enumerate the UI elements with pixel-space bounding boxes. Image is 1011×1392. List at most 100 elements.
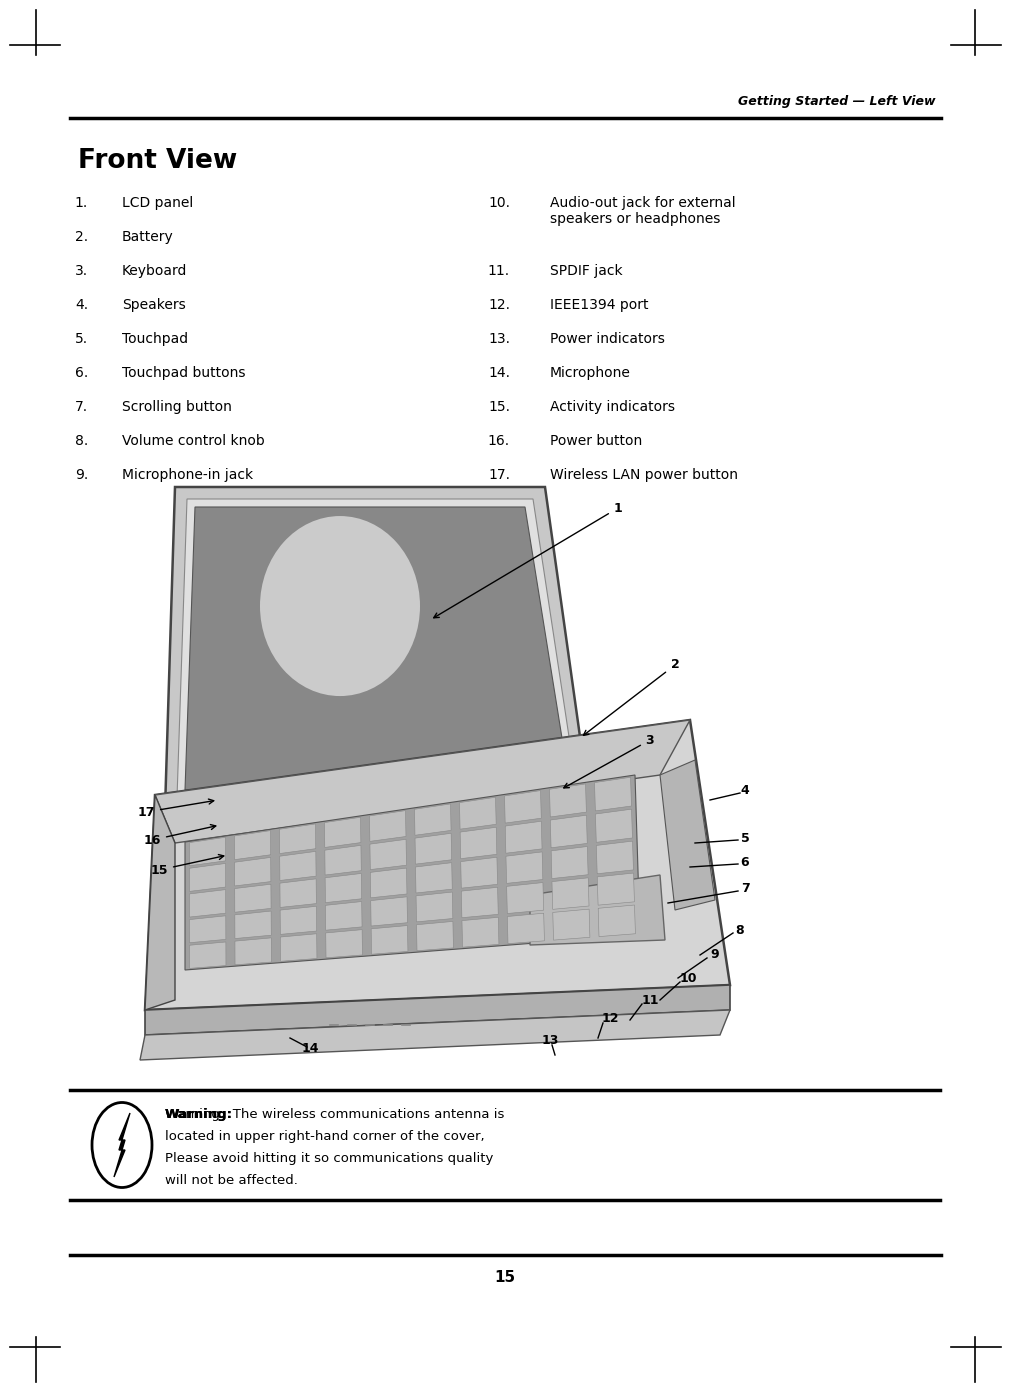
Polygon shape (550, 784, 586, 817)
Polygon shape (594, 777, 632, 812)
Polygon shape (660, 760, 715, 910)
Text: Please avoid hitting it so communications quality: Please avoid hitting it so communication… (165, 1153, 493, 1165)
Text: 7: 7 (741, 881, 749, 895)
Polygon shape (416, 834, 452, 864)
Text: located in upper right-hand corner of the cover,: located in upper right-hand corner of th… (165, 1130, 484, 1143)
Polygon shape (551, 846, 588, 878)
Polygon shape (189, 863, 225, 891)
Polygon shape (417, 922, 453, 951)
Polygon shape (185, 775, 640, 970)
Text: Microphone-in jack: Microphone-in jack (122, 468, 253, 482)
Text: 15.: 15. (488, 400, 510, 413)
Polygon shape (160, 803, 595, 825)
Polygon shape (370, 839, 406, 870)
Polygon shape (189, 942, 225, 969)
Text: 8: 8 (736, 923, 744, 937)
Text: 10: 10 (679, 972, 697, 984)
Text: Wireless LAN power button: Wireless LAN power button (550, 468, 738, 482)
Polygon shape (189, 916, 225, 942)
Polygon shape (326, 902, 362, 930)
Text: Microphone: Microphone (550, 366, 631, 380)
Text: IEEE1394 port: IEEE1394 port (550, 298, 648, 312)
Polygon shape (235, 910, 271, 938)
Text: 15: 15 (151, 855, 223, 877)
Text: Getting Started — Left View: Getting Started — Left View (737, 95, 935, 109)
Text: 17: 17 (137, 799, 213, 818)
Text: Touchpad: Touchpad (122, 333, 188, 347)
Polygon shape (508, 913, 544, 944)
Polygon shape (461, 857, 497, 888)
Text: 14: 14 (301, 1041, 318, 1055)
Text: 3.: 3. (75, 264, 88, 278)
Polygon shape (417, 892, 453, 922)
Text: 17.: 17. (488, 468, 510, 482)
Text: SPDIF jack: SPDIF jack (550, 264, 623, 278)
Text: Keyboard: Keyboard (122, 264, 187, 278)
Polygon shape (507, 883, 544, 913)
Polygon shape (235, 938, 271, 965)
Text: 15: 15 (494, 1270, 516, 1285)
Polygon shape (462, 917, 498, 947)
Polygon shape (504, 791, 541, 823)
Polygon shape (189, 837, 225, 866)
Polygon shape (114, 1114, 130, 1178)
Polygon shape (235, 831, 271, 860)
Text: 1: 1 (434, 501, 623, 618)
Polygon shape (370, 869, 407, 898)
Polygon shape (530, 876, 665, 945)
Text: 2.: 2. (75, 230, 88, 244)
Polygon shape (461, 887, 498, 917)
Polygon shape (280, 852, 316, 881)
Text: LCD panel: LCD panel (122, 196, 193, 210)
Text: 5.: 5. (75, 333, 88, 347)
Text: Front View: Front View (78, 148, 238, 174)
Polygon shape (325, 845, 361, 876)
Text: Warning:  The wireless communications antenna is: Warning: The wireless communications ant… (165, 1108, 504, 1121)
Polygon shape (460, 798, 496, 830)
Polygon shape (279, 824, 315, 853)
Text: 1.: 1. (75, 196, 88, 210)
Polygon shape (145, 720, 730, 1011)
Text: 13.: 13. (488, 333, 510, 347)
Polygon shape (552, 878, 589, 909)
Polygon shape (371, 896, 407, 926)
Text: Scrolling button: Scrolling button (122, 400, 232, 413)
Text: Power indicators: Power indicators (550, 333, 665, 347)
Text: 11.: 11. (488, 264, 510, 278)
Polygon shape (550, 816, 587, 848)
Polygon shape (371, 926, 407, 955)
Text: 8.: 8. (75, 434, 88, 448)
Text: 13: 13 (541, 1033, 559, 1047)
Text: 4.: 4. (75, 298, 88, 312)
Polygon shape (280, 906, 316, 934)
Ellipse shape (260, 516, 420, 696)
Polygon shape (415, 805, 451, 835)
Text: 9.: 9. (75, 468, 88, 482)
Polygon shape (280, 878, 316, 908)
Polygon shape (595, 809, 633, 842)
Text: Speakers: Speakers (122, 298, 186, 312)
Polygon shape (235, 884, 271, 912)
Text: 11: 11 (641, 994, 659, 1006)
Text: 6: 6 (741, 856, 749, 869)
Polygon shape (553, 909, 589, 940)
Text: 12.: 12. (488, 298, 510, 312)
Polygon shape (506, 821, 542, 853)
Text: Warning:: Warning: (165, 1108, 233, 1121)
Text: 7.: 7. (75, 400, 88, 413)
Text: 12: 12 (602, 1012, 619, 1025)
Polygon shape (460, 827, 496, 859)
Polygon shape (596, 841, 634, 874)
Text: 3: 3 (564, 734, 654, 788)
Text: 4: 4 (741, 784, 749, 796)
Polygon shape (325, 817, 361, 848)
Text: 2: 2 (583, 658, 679, 735)
Text: 9: 9 (711, 948, 719, 962)
Polygon shape (598, 873, 635, 905)
Polygon shape (185, 507, 570, 791)
Text: 16.: 16. (488, 434, 510, 448)
Polygon shape (370, 810, 406, 841)
Text: will not be affected.: will not be affected. (165, 1173, 298, 1187)
Polygon shape (189, 889, 225, 917)
Polygon shape (140, 1011, 730, 1059)
